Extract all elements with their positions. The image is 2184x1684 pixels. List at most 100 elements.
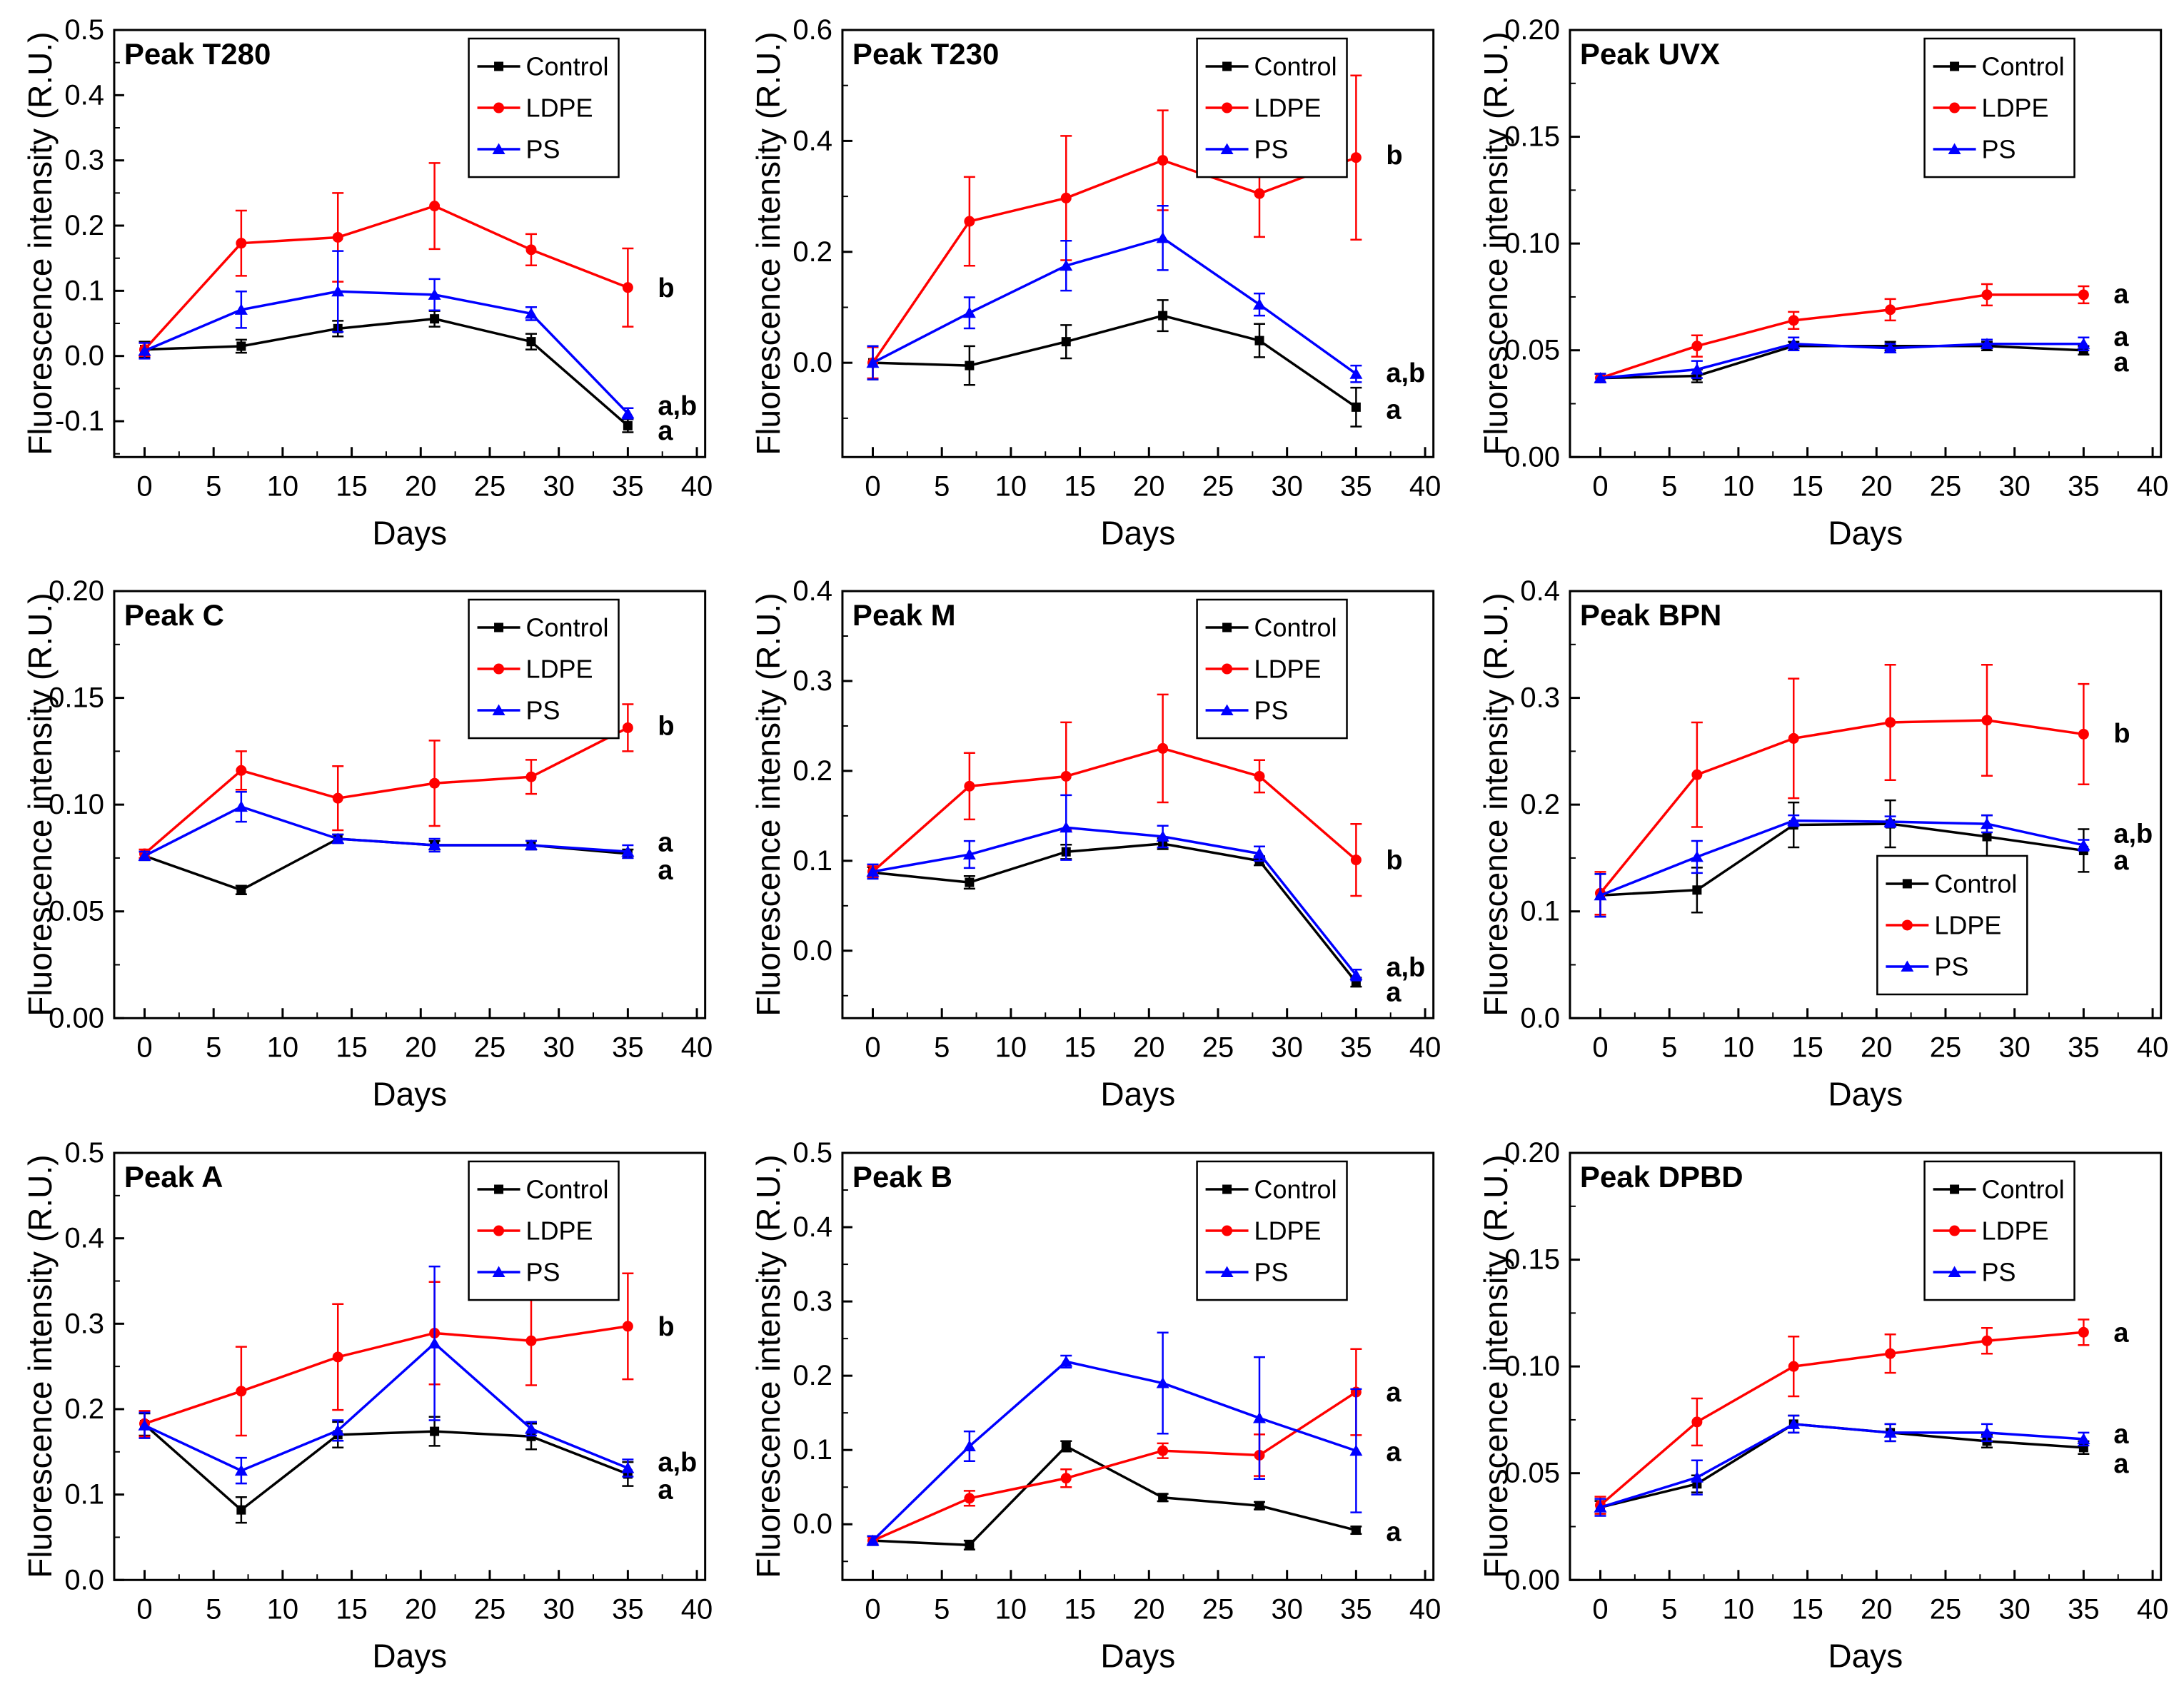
legend-label: Control	[526, 613, 609, 642]
y-tick-label: 0.0	[792, 347, 832, 378]
x-tick-label: 35	[2068, 1593, 2099, 1625]
y-tick-label: 0.4	[792, 575, 832, 607]
y-tick-label: 0.2	[792, 755, 832, 787]
series-ps	[138, 250, 635, 420]
y-axis: 0.0 0.1 0.2 0.3 0.4 0.5	[792, 1137, 852, 1562]
significance-letter: a	[2114, 846, 2130, 876]
y-axis: 0.0 0.1 0.2 0.3 0.4	[1521, 575, 1581, 1034]
y-tick-label: 0.4	[64, 79, 104, 111]
x-axis-label: Days	[1100, 514, 1175, 551]
panel-title: Peak BPN	[1580, 598, 1721, 632]
x-tick-label: 35	[2068, 1032, 2099, 1064]
x-tick-label: 10	[1723, 470, 1754, 502]
x-tick-label: 25	[474, 1593, 505, 1625]
legend-label: LDPE	[1254, 94, 1321, 123]
x-tick-label: 25	[1930, 1593, 1961, 1625]
x-tick-label: 20	[405, 1032, 436, 1064]
significance-letter: a	[1386, 1437, 1402, 1467]
x-tick-label: 20	[1133, 1593, 1164, 1625]
chart-peak-dpbd: 0.00 0.05 0.10 0.15 0.20 0 5 10 15 20 25 30 35 40 Days…	[1477, 1137, 2168, 1674]
significance-letter: b	[658, 712, 674, 742]
legend-label: Control	[1982, 51, 2065, 81]
panel-peak-dpbd: 0.00 0.05 0.10 0.15 0.20 0 5 10 15 20 25 30 35 40 Days…	[1456, 1123, 2184, 1684]
x-tick-label: 25	[474, 470, 505, 502]
chart-peak-a: 0.0 0.1 0.2 0.3 0.4 0.5 0 5 10 15 20 25 30 35 40 Days Fl…	[21, 1137, 713, 1674]
significance-letter: a	[1386, 1378, 1402, 1408]
y-tick-label: 0.3	[64, 145, 104, 176]
x-tick-label: 10	[995, 1032, 1026, 1064]
series-ldpe	[1594, 1318, 2090, 1515]
significance-letter: a	[658, 416, 673, 446]
y-axis-label: Fluorescence intensity (R.U.)	[21, 31, 59, 455]
significance-letter: b	[658, 1312, 674, 1342]
legend: Control LDPE PS	[1195, 37, 1348, 178]
series-control	[1594, 341, 2090, 383]
axes	[113, 29, 707, 458]
significance-letter: a,b	[658, 1448, 697, 1478]
y-tick-label: 0.2	[64, 1393, 104, 1425]
x-tick-label: 10	[995, 470, 1026, 502]
panel-peak-b: 0.0 0.1 0.2 0.3 0.4 0.5 0 5 10 15 20 25 30 35 40 Days Fl…	[728, 1123, 1456, 1684]
x-tick-label: 15	[336, 1593, 367, 1625]
axes	[1569, 1151, 2163, 1581]
panel-peak-m: 0.0 0.1 0.2 0.3 0.4 0 5 10 15 20 25 30 35 40 Days Fluor…	[728, 561, 1456, 1122]
significance-letter: a	[2114, 279, 2130, 309]
series-ps	[138, 1265, 635, 1484]
y-tick-label: 0.4	[64, 1222, 104, 1254]
x-tick-label: 0	[136, 1593, 152, 1625]
series-ps	[866, 1331, 1363, 1546]
y-tick-label: 0.6	[792, 14, 832, 46]
y-tick-label: 0.15	[49, 682, 104, 714]
x-tick-label: 40	[2137, 1593, 2168, 1625]
significance-annotations: b a,ba	[658, 1312, 697, 1506]
panel-title: Peak UVX	[1580, 37, 1720, 71]
x-tick-label: 5	[934, 1593, 950, 1625]
series-control	[139, 310, 634, 433]
x-tick-label: 15	[336, 470, 367, 502]
x-tick-label: 25	[1930, 1032, 1961, 1064]
x-axis: 0 5 10 15 20 25 30 35 40	[136, 1569, 713, 1625]
x-tick-label: 30	[1999, 1593, 2030, 1625]
y-tick-label: 0.2	[792, 236, 832, 268]
x-axis-label: Days	[1828, 514, 1903, 551]
x-tick-label: 15	[1064, 470, 1095, 502]
series-ldpe	[139, 162, 634, 357]
x-tick-label: 0	[865, 1593, 880, 1625]
x-axis: 0 5 10 15 20 25 30 35 40	[136, 447, 713, 502]
x-tick-label: 40	[1409, 1032, 1440, 1064]
series-control	[1594, 1414, 2090, 1515]
y-tick-label: 0.00	[1504, 1564, 1560, 1595]
x-tick-label: 5	[206, 470, 221, 502]
x-tick-label: 15	[1064, 1032, 1095, 1064]
x-axis-label: Days	[1828, 1076, 1903, 1113]
y-axis: 0.00 0.05 0.10 0.15 0.20	[1504, 14, 1581, 473]
significance-annotations: b a,ba	[1386, 846, 1425, 1008]
x-tick-label: 40	[681, 1032, 713, 1064]
x-axis-label: Days	[1100, 1637, 1175, 1674]
legend-label: Control	[1254, 51, 1337, 81]
legend: Control LDPE PS	[1195, 599, 1348, 740]
y-tick-label: 0.05	[49, 896, 104, 927]
x-tick-label: 10	[1723, 1593, 1754, 1625]
series-control	[867, 299, 1362, 428]
x-axis-label: Days	[372, 514, 447, 551]
legend-label: LDPE	[526, 1216, 593, 1245]
y-axis-label: Fluorescence intensity (R.U.)	[750, 1154, 787, 1578]
x-tick-label: 15	[336, 1032, 367, 1064]
x-tick-label: 35	[2068, 470, 2099, 502]
x-tick-label: 5	[1661, 470, 1677, 502]
x-tick-label: 5	[934, 1032, 950, 1064]
x-axis-label: Days	[372, 1076, 447, 1113]
y-tick-label: 0.15	[1504, 1244, 1560, 1275]
x-tick-label: 30	[543, 470, 574, 502]
series-ldpe	[867, 74, 1362, 380]
y-tick-label: 0.2	[64, 210, 104, 241]
x-tick-label: 10	[267, 1593, 298, 1625]
legend-label: Control	[1254, 613, 1337, 642]
y-tick-label: 0.20	[1504, 14, 1560, 46]
y-tick-label: 0.20	[49, 575, 104, 607]
series-ldpe	[867, 1348, 1362, 1546]
series-ps	[1594, 336, 2090, 383]
chart-peak-m: 0.0 0.1 0.2 0.3 0.4 0 5 10 15 20 25 30 35 40 Days Fluor…	[750, 575, 1441, 1112]
y-tick-label: 0.2	[1521, 789, 1561, 820]
